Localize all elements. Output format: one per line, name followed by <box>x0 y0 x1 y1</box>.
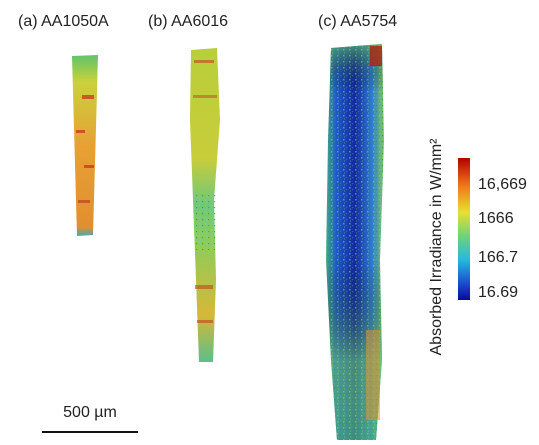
panel-label: (b) AA6016 <box>148 13 228 30</box>
panel-label: (c) AA5754 <box>318 13 397 30</box>
colorbar-tick-label: 16.69 <box>478 284 518 301</box>
colorbar-tick-label: 1666 <box>478 210 514 227</box>
specimen-a <box>72 55 98 236</box>
scale-bar-label: 500 µm <box>63 404 117 421</box>
specimen-c <box>326 44 384 440</box>
colorbar-tick-label: 166.7 <box>478 249 518 266</box>
colorbar <box>458 158 470 300</box>
specimen-b <box>190 48 220 362</box>
colorbar-tick-label: 16,669 <box>478 176 527 193</box>
panel-label: (a) AA1050A <box>18 13 109 30</box>
colorbar-title: Absorbed Irradiance in W/mm² <box>428 138 445 356</box>
